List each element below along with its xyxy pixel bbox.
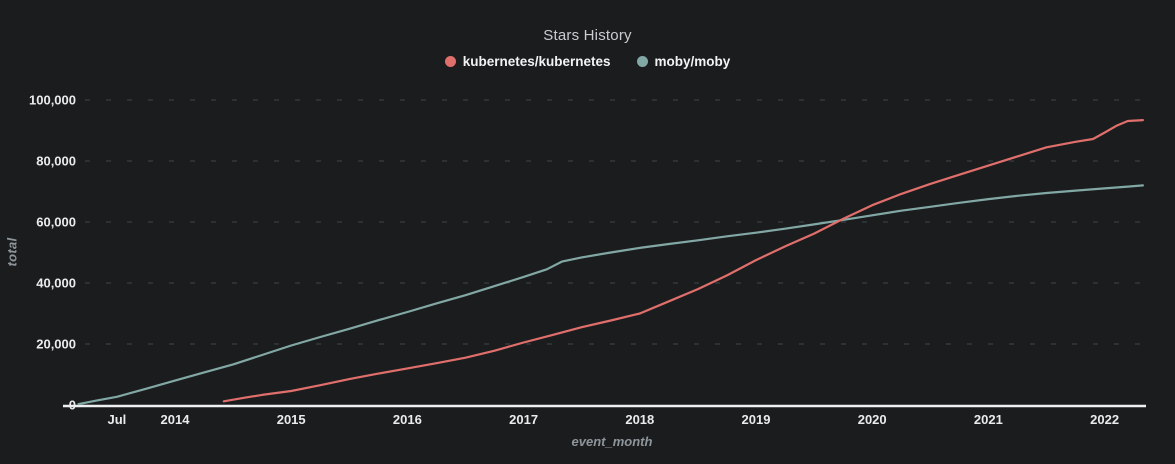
- x-tick-label: 2022: [1090, 412, 1120, 427]
- x-tick-label: 2014: [160, 412, 190, 427]
- series-line-kubernetes[interactable]: [222, 119, 1144, 403]
- legend: kubernetes/kubernetes moby/moby: [0, 54, 1175, 69]
- chart-title: Stars History: [543, 27, 632, 44]
- y-tick-label: 40,000: [36, 275, 76, 291]
- y-tick-label: 0: [68, 397, 76, 413]
- legend-label: moby/moby: [654, 54, 731, 69]
- legend-item-moby[interactable]: moby/moby: [636, 54, 731, 69]
- legend-item-kubernetes[interactable]: kubernetes/kubernetes: [444, 54, 611, 69]
- y-tick-label: 60,000: [36, 214, 76, 230]
- x-tick-label: 2016: [392, 412, 422, 427]
- y-tick-label: 100,000: [29, 92, 76, 108]
- x-tick-label: 2015: [276, 412, 306, 427]
- y-tick-label: 20,000: [36, 336, 76, 352]
- x-tick-label: Jul: [107, 412, 127, 427]
- legend-label: kubernetes/kubernetes: [462, 54, 611, 69]
- y-tick-label: 80,000: [36, 153, 76, 169]
- x-tick-label: 2018: [625, 412, 655, 427]
- x-tick-label: 2019: [741, 412, 771, 427]
- x-tick-label: 2017: [509, 412, 539, 427]
- legend-dot-icon: [636, 56, 648, 67]
- legend-dot-icon: [444, 56, 456, 67]
- x-axis-title: event_month: [571, 434, 653, 449]
- x-tick-label: 2020: [857, 412, 887, 427]
- series-line-moby[interactable]: [77, 184, 1144, 406]
- x-tick-label: 2021: [973, 412, 1003, 427]
